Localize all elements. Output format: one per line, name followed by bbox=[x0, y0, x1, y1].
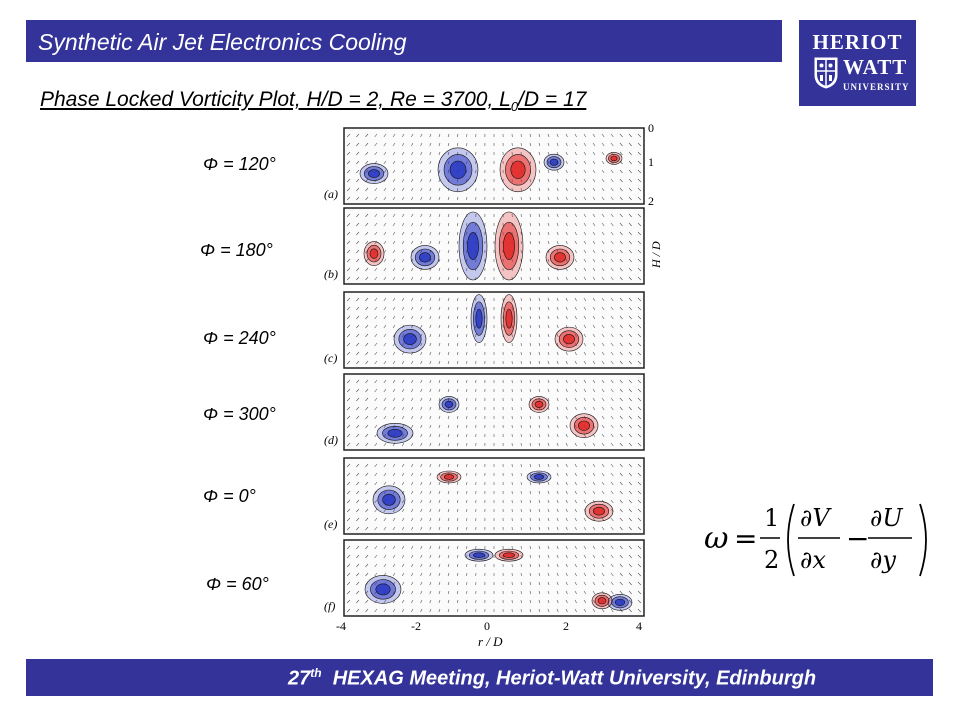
footer-bar: 27th HEXAG Meeting, Heriot-Watt Universi… bbox=[26, 659, 933, 696]
vorticity-panel bbox=[343, 207, 645, 285]
phase-label-180: Φ = 180° bbox=[200, 240, 273, 260]
panel-label: (a) bbox=[324, 187, 338, 201]
x-tick-0: 0 bbox=[484, 619, 490, 633]
slide-header-title: Synthetic Air Jet Electronics Cooling bbox=[38, 29, 407, 55]
x-tick-4: 4 bbox=[636, 619, 642, 633]
panel-label: (f) bbox=[324, 599, 335, 613]
slide-subtitle: Phase Locked Vorticity Plot, H/D = 2, Re… bbox=[40, 88, 586, 114]
logo-text-university: UNIVERSITY bbox=[843, 82, 910, 92]
x-tick-2: 2 bbox=[563, 619, 569, 633]
phase-label-0: Φ = 0° bbox=[203, 486, 256, 506]
y-tick-2: 2 bbox=[648, 194, 654, 208]
title-bar: Synthetic Air Jet Electronics Cooling bbox=[26, 20, 782, 62]
phase-label-120: Φ = 120° bbox=[203, 154, 276, 174]
svg-text:2: 2 bbox=[764, 546, 779, 574]
logo-text-watt: WATT bbox=[843, 55, 908, 79]
svg-text:=: = bbox=[734, 522, 757, 555]
vorticity-plot: (a) (b) (c) (d) (e) (f) 0 1 2 H / D -4 -2 0 2… bbox=[324, 121, 663, 649]
phase-label-300: Φ = 300° bbox=[203, 404, 276, 424]
svg-text:∂V: ∂V bbox=[800, 504, 832, 532]
phase-label-240: Φ = 240° bbox=[203, 328, 276, 348]
panel-label: (b) bbox=[324, 267, 338, 281]
crest-icon bbox=[814, 57, 838, 89]
subtitle-text-end: /D = 17 bbox=[518, 88, 587, 111]
footer-ordinal: th bbox=[310, 666, 322, 680]
vorticity-panel bbox=[343, 127, 645, 205]
x-axis-label: r / D bbox=[478, 634, 503, 649]
y-axis-label: H / D bbox=[649, 241, 663, 269]
subtitle-subscript: 0 bbox=[510, 99, 519, 115]
footer-text: 27th HEXAG Meeting, Heriot-Watt Universi… bbox=[288, 666, 816, 691]
panel-label: (e) bbox=[324, 517, 337, 531]
panel-label: (c) bbox=[324, 351, 337, 365]
svg-text:−: − bbox=[846, 522, 869, 555]
svg-text:∂U: ∂U bbox=[870, 504, 903, 532]
x-tick-neg4: -4 bbox=[336, 619, 346, 633]
subtitle-text: Phase Locked Vorticity Plot, H/D = 2, Re… bbox=[40, 88, 511, 111]
svg-text:∂y: ∂y bbox=[870, 546, 896, 574]
panel-label: (d) bbox=[324, 433, 338, 447]
x-tick-neg2: -2 bbox=[411, 619, 421, 633]
phase-label-60: Φ = 60° bbox=[206, 574, 269, 594]
footer-meeting-number: 27 bbox=[288, 667, 311, 690]
logo-text-heriot: HERIOT bbox=[812, 30, 903, 54]
y-tick-0: 0 bbox=[648, 121, 654, 135]
svg-text:ω: ω bbox=[704, 521, 728, 556]
y-tick-1: 1 bbox=[648, 155, 654, 169]
vorticity-panel bbox=[343, 291, 645, 369]
svg-text:1: 1 bbox=[764, 504, 779, 532]
vorticity-formula: ω = 1 2 ∂V ∂x − ∂U ∂y bbox=[704, 503, 927, 577]
heriot-watt-logo: HERIOT WATT UNIVERSITY bbox=[799, 20, 916, 106]
footer-event: HEXAG Meeting, Heriot-Watt University, E… bbox=[332, 667, 817, 690]
svg-text:∂x: ∂x bbox=[800, 546, 826, 574]
